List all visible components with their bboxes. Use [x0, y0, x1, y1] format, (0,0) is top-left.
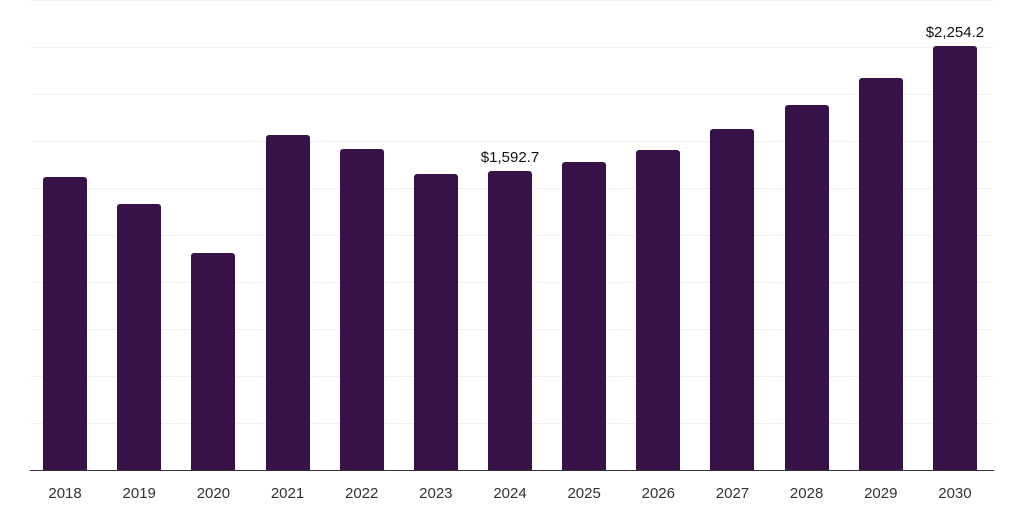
bar-2021[interactable] — [265, 135, 310, 470]
bar-2018[interactable] — [43, 176, 88, 470]
bar-2022[interactable] — [339, 148, 384, 470]
bar-2027[interactable] — [710, 129, 755, 470]
bar-2019[interactable] — [117, 203, 162, 470]
bar-2029[interactable] — [858, 78, 903, 470]
bar-2020[interactable] — [191, 252, 236, 470]
gridline — [30, 47, 994, 48]
gridline — [30, 0, 994, 1]
x-tick-label: 2023 — [419, 485, 453, 502]
bar-2025[interactable] — [562, 162, 607, 470]
bar-2028[interactable] — [784, 105, 829, 470]
gridline — [30, 141, 994, 142]
x-axis-line — [30, 470, 994, 471]
bar-2023[interactable] — [413, 173, 458, 470]
data-label: $1,592.7 — [480, 148, 540, 166]
x-tick-label: 2028 — [789, 485, 824, 502]
bar-2030[interactable] — [932, 46, 977, 470]
x-tick-label: 2026 — [641, 485, 675, 502]
x-tick-label: 2025 — [567, 485, 601, 502]
x-tick-label: 2027 — [715, 485, 750, 502]
x-tick-label: 2022 — [345, 485, 379, 502]
x-tick-label: 2024 — [493, 485, 527, 502]
x-tick-label: 2019 — [122, 485, 156, 502]
x-tick-label: 2030 — [938, 485, 972, 502]
x-tick-label: 2021 — [270, 485, 305, 502]
x-tick-label: 2029 — [864, 485, 898, 502]
gridline — [30, 94, 994, 95]
bar-2024[interactable] — [488, 170, 532, 470]
x-tick-label: 2018 — [48, 485, 82, 502]
bar-2026[interactable] — [636, 150, 681, 470]
data-label: $2,254.2 — [925, 24, 985, 42]
x-tick-label: 2020 — [196, 485, 231, 502]
